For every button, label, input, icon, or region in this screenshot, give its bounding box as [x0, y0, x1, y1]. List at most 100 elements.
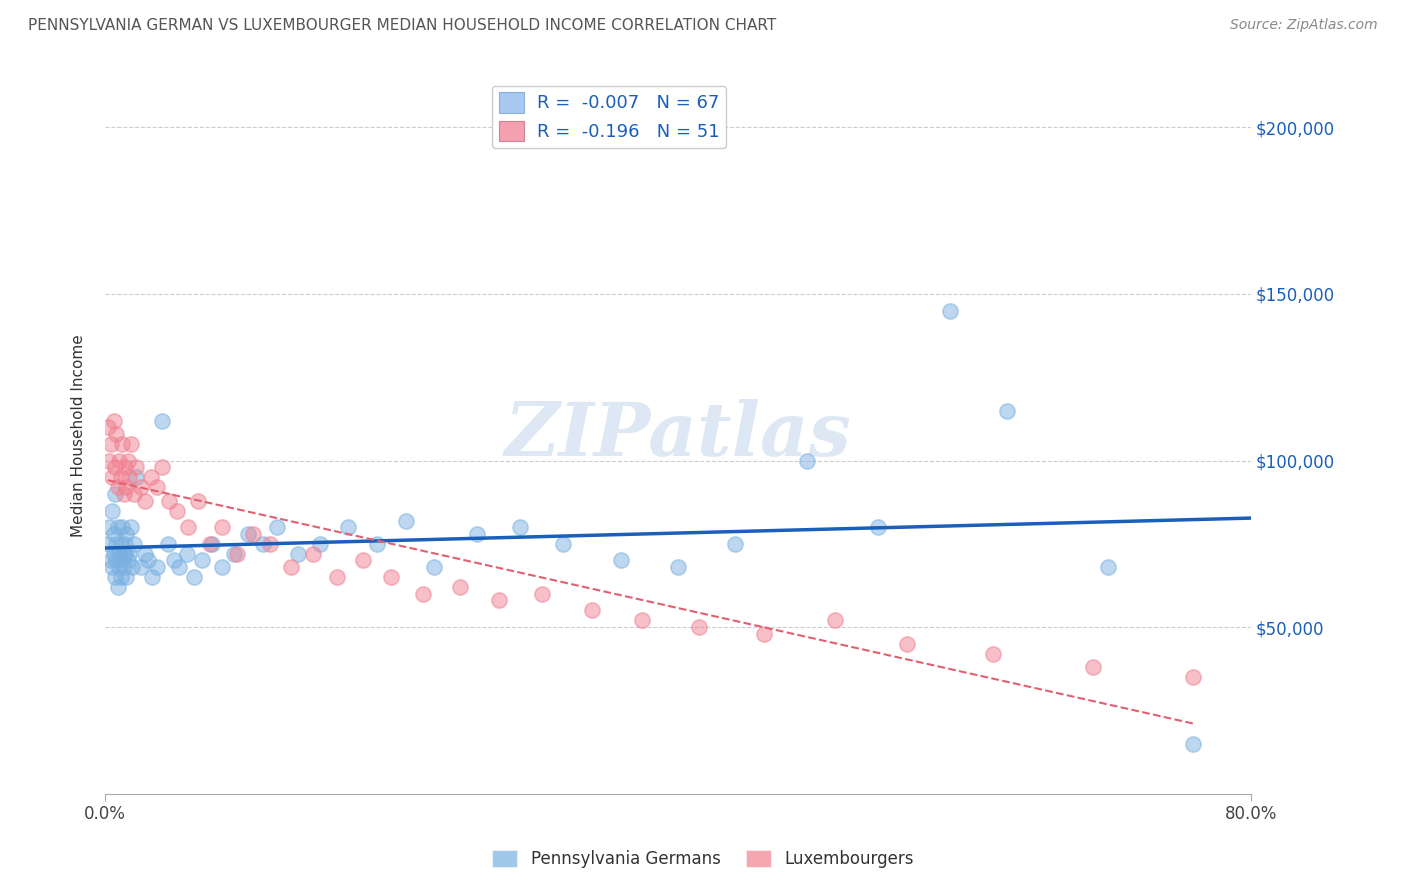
Point: [101, 470, 124, 484]
Point: [112, 547, 135, 561]
Point: [395, 514, 418, 528]
Point: [896, 637, 918, 651]
Point: [688, 620, 710, 634]
Point: [105, 553, 128, 567]
Point: [105, 426, 128, 441]
Point: [98, 453, 121, 467]
Point: [169, 560, 191, 574]
Point: [259, 537, 281, 551]
Point: [104, 487, 127, 501]
Point: [139, 470, 162, 484]
Point: [222, 547, 245, 561]
Point: [111, 553, 134, 567]
Point: [100, 553, 122, 567]
Point: [100, 437, 122, 451]
Point: [134, 547, 156, 561]
Point: [553, 537, 575, 551]
Point: [114, 537, 136, 551]
Point: [609, 553, 631, 567]
Point: [150, 413, 173, 427]
Point: [103, 526, 125, 541]
Point: [201, 537, 224, 551]
Point: [111, 437, 134, 451]
Point: [449, 580, 471, 594]
Point: [1097, 560, 1119, 574]
Point: [631, 614, 654, 628]
Point: [118, 470, 141, 484]
Point: [183, 570, 205, 584]
Point: [114, 547, 136, 561]
Point: [187, 493, 209, 508]
Point: [1182, 670, 1205, 684]
Point: [326, 570, 349, 584]
Point: [145, 480, 167, 494]
Point: [176, 547, 198, 561]
Point: [112, 560, 135, 574]
Point: [108, 453, 131, 467]
Point: [467, 526, 489, 541]
Point: [110, 470, 132, 484]
Point: [136, 553, 159, 567]
Point: [252, 537, 274, 551]
Point: [103, 413, 125, 427]
Point: [1182, 737, 1205, 751]
Point: [423, 560, 446, 574]
Point: [104, 460, 127, 475]
Point: [114, 460, 136, 475]
Y-axis label: Median Household Income: Median Household Income: [72, 334, 86, 537]
Point: [412, 587, 434, 601]
Point: [111, 520, 134, 534]
Point: [308, 537, 330, 551]
Point: [108, 547, 131, 561]
Point: [191, 553, 214, 567]
Point: [981, 647, 1004, 661]
Point: [145, 560, 167, 574]
Point: [110, 570, 132, 584]
Legend: R =  -0.007   N = 67, R =  -0.196   N = 51: R = -0.007 N = 67, R = -0.196 N = 51: [492, 86, 727, 148]
Point: [352, 553, 374, 567]
Point: [121, 560, 143, 574]
Point: [108, 560, 131, 574]
Text: ZIPatlas: ZIPatlas: [505, 400, 851, 472]
Point: [163, 553, 186, 567]
Point: [752, 627, 775, 641]
Point: [509, 520, 531, 534]
Point: [125, 460, 148, 475]
Point: [101, 503, 124, 517]
Legend: Pennsylvania Germans, Luxembourgers: Pennsylvania Germans, Luxembourgers: [486, 843, 920, 875]
Point: [117, 453, 139, 467]
Point: [115, 526, 138, 541]
Point: [1083, 660, 1105, 674]
Point: [141, 570, 163, 584]
Point: [159, 493, 181, 508]
Point: [134, 493, 156, 508]
Point: [115, 480, 138, 494]
Point: [177, 520, 200, 534]
Point: [287, 547, 309, 561]
Point: [97, 420, 120, 434]
Point: [824, 614, 846, 628]
Point: [266, 520, 288, 534]
Point: [366, 537, 388, 551]
Point: [211, 560, 233, 574]
Point: [103, 547, 125, 561]
Point: [104, 570, 127, 584]
Point: [796, 453, 818, 467]
Point: [868, 520, 890, 534]
Text: Source: ZipAtlas.com: Source: ZipAtlas.com: [1230, 18, 1378, 32]
Point: [98, 520, 121, 534]
Point: [117, 553, 139, 567]
Point: [581, 603, 603, 617]
Point: [118, 547, 141, 561]
Point: [120, 520, 142, 534]
Point: [122, 537, 145, 551]
Point: [156, 537, 179, 551]
Point: [107, 480, 129, 494]
Point: [107, 580, 129, 594]
Point: [939, 303, 962, 318]
Point: [238, 526, 260, 541]
Point: [995, 403, 1018, 417]
Point: [112, 487, 135, 501]
Point: [530, 587, 553, 601]
Point: [380, 570, 402, 584]
